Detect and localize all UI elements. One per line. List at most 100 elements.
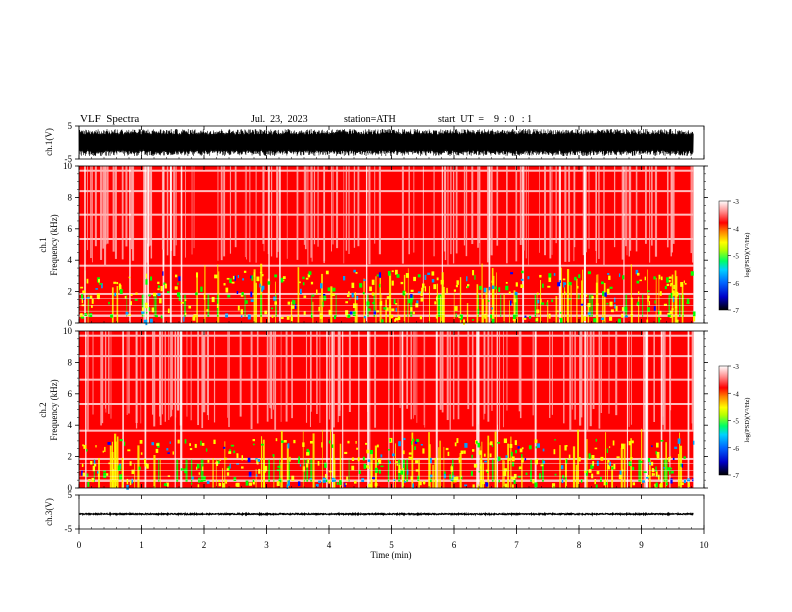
ch1-spectral-streak [666,166,669,248]
ch1-spectral-streak [447,166,449,266]
ch2-spectral-speckle [103,472,107,479]
ch1-spectral-streak [436,283,438,323]
ch1-spectral-speckle [666,283,670,287]
ch1-spectral-speckle [321,314,323,319]
ch2-spectral-streak [395,443,396,488]
ch2-spectral-streak [669,331,672,411]
ch1-spectral-speckle [125,311,129,315]
ch2-spectral-streak [477,331,480,488]
ch2-spectral-speckle [277,465,281,468]
ch2-spectral-speckle [517,446,520,449]
ch1-spectral-streak [276,166,278,258]
ch1-spectral-streak [603,282,606,323]
ch1-spectral-streak [555,296,558,323]
ch2-spectral-speckle [302,466,306,472]
ch1-spectral-speckle [256,276,260,282]
ch1-spectral-speckle [150,276,153,281]
ch1-colorbar-tick-label: -4 [733,225,739,233]
ch2-spectral-streak [168,331,170,420]
ch2-spectral-speckle [656,442,659,448]
ch2-colorbar: -3 -4 -5 -6 -7 log(PSD)(V²/Hz) [718,363,751,480]
ch2-spectral-streak [608,331,610,414]
ch2-spectral-speckle [671,470,674,474]
ch1-spectral-streak [312,301,314,323]
ch1-spectral-speckle [498,287,501,293]
ch1-waveform-trace [78,128,694,157]
ch2-spectral-speckle [686,478,690,482]
ch1-waveform-yticks: 5 -5 [65,121,79,164]
ch1-spectral-speckle [345,301,349,304]
ch2-spectral-speckle [551,483,556,489]
ch2-spectral-streak [549,331,551,418]
ch1-waveform-panel: 5 -5 ch.1(V) [44,121,705,164]
ch1-spectral-speckle [200,286,203,292]
ch1-spectral-streak [585,166,587,253]
ch2-spectral-speckle [245,480,249,486]
ch1-spectral-streak [441,272,444,323]
ch1-spectral-speckle [491,307,493,310]
ch2-colorbar-label: log(PSD)(V²/Hz) [744,398,751,443]
ch1-spectral-streak [621,166,624,260]
ch1-spectral-speckle [264,310,268,315]
ch2-spectral-streak [532,331,534,416]
ch2-spectral-streak [605,432,607,488]
ch2-spectral-streak [580,331,583,418]
ch2-spectral-speckle [562,475,564,478]
ch1-spectral-streak [336,166,339,249]
ch1-spectral-speckle [474,274,476,280]
ch1-spectral-speckle [247,314,251,320]
ch1-spectral-speckle [302,276,305,280]
ch2-spectral-speckle [391,453,395,457]
ch2-spectral-speckle [233,450,236,454]
ch1-spectral-streak [161,166,164,250]
ch1-spectral-streak [262,166,265,244]
ch1-spectral-speckle [305,277,309,280]
ch2-spectral-speckle [144,463,148,467]
ch1-spectral-speckle [666,277,669,283]
ch2-spectral-streak [402,468,404,488]
ch2-spectral-streak [434,457,437,488]
ch2-ytick-label: 2 [68,452,73,462]
ch2-spectral-streak [410,331,412,420]
ch1-spectral-streak [303,166,305,245]
ch2-spectral-speckle [514,440,517,446]
ch1-colorbar: -3 -4 -5 -6 -7 log(PSD)(V²/Hz) [718,198,751,315]
ch1-spectral-speckle [513,299,517,303]
ch2-spectral-speckle [607,459,610,463]
ch2-spectral-streak [643,331,644,430]
ch1-spectral-speckle [510,272,514,275]
ch2-spectral-speckle [656,451,660,457]
ch2-spectral-speckle [353,480,357,484]
ch2-spectral-streak [255,469,257,488]
ch1-spectral-speckle [241,292,244,296]
ch3-waveform-path [78,511,694,517]
ch2-spectral-speckle [485,482,489,487]
ch1-spectral-speckle [602,291,605,296]
ch2-spectral-speckle [376,444,379,448]
ch1-spectral-speckle [166,291,170,294]
ch2-spectral-streak [269,331,272,409]
ch2-spectral-streak [592,331,595,410]
ch1-spectral-streak [651,166,653,246]
ch1-spectral-speckle [163,282,166,286]
ch2-spectral-streak [435,331,438,488]
ch2-spectral-speckle [235,483,238,487]
ch1-spectral-speckle [454,306,458,311]
ch1-spectral-streak [690,166,692,254]
ch2-spectral-speckle [498,479,500,483]
time-axis-label: Time (min) [371,550,412,560]
ch2-spectral-speckle [306,448,309,455]
ch2-spectral-speckle [365,442,368,445]
ch1-spectral-speckle [490,314,492,319]
ch2-spectral-speckle [512,484,514,489]
ch2-spectral-speckle [201,442,205,446]
ch2-spectral-speckle [503,438,508,444]
ch1-spectral-speckle [81,298,83,304]
ch2-spectral-speckle [97,471,100,477]
ch1-spectral-speckle [395,317,398,321]
ch1-band-gap [79,190,694,193]
ch1-spectral-speckle [145,273,148,279]
ch1-spectral-speckle [203,294,206,300]
ch2-spectral-streak [564,458,567,488]
ch1-spectral-speckle [647,307,650,312]
